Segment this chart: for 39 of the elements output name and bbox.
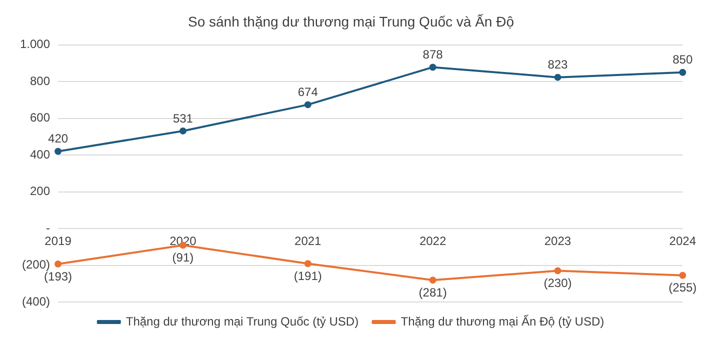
data-label: 420	[48, 132, 68, 146]
x-tick-label: 2023	[544, 234, 572, 248]
data-label: 674	[298, 85, 318, 100]
point	[304, 101, 312, 108]
data-label: 850	[672, 52, 693, 67]
y-tick-label: -	[46, 220, 50, 235]
point	[304, 260, 312, 268]
point	[679, 68, 686, 76]
y-tick-label: 800	[30, 74, 50, 88]
data-label: (255)	[668, 280, 697, 295]
point	[679, 272, 686, 279]
y-tick-label: 1.000	[20, 37, 50, 52]
point	[54, 148, 62, 155]
data-label: (281)	[418, 285, 447, 300]
x-tick-label: 2021	[294, 234, 322, 248]
data-label: (191)	[294, 268, 322, 283]
data-label: (193)	[44, 269, 72, 284]
x-tick-label: 2022	[419, 234, 446, 248]
legend-label: Thặng dư thương mại Trung Quốc (tỷ USD)	[126, 314, 359, 328]
data-label: 878	[422, 48, 444, 62]
x-tick-label: 2019	[44, 234, 72, 248]
y-tick-label: (200)	[22, 258, 50, 272]
legend-label: Thặng dư thương mại Ấn Độ (tỷ USD)	[400, 314, 604, 328]
point	[429, 276, 436, 284]
point	[429, 64, 436, 71]
y-tick-label: 600	[30, 110, 50, 125]
data-label: (91)	[172, 250, 194, 265]
point	[554, 267, 562, 274]
chart-title: So sánh thặng dư thương mại Trung Quốc và Ấn Độ	[188, 13, 514, 30]
point	[54, 260, 62, 268]
data-label: (230)	[544, 276, 572, 290]
data-label: 531	[172, 111, 194, 126]
point	[179, 127, 186, 134]
point	[554, 74, 562, 81]
x-tick-label: 2024	[669, 234, 696, 248]
y-tick-label: 200	[30, 184, 50, 198]
data-label: 823	[548, 58, 568, 72]
y-tick-label: 400	[30, 147, 50, 162]
y-tick-label: (400)	[22, 294, 50, 308]
